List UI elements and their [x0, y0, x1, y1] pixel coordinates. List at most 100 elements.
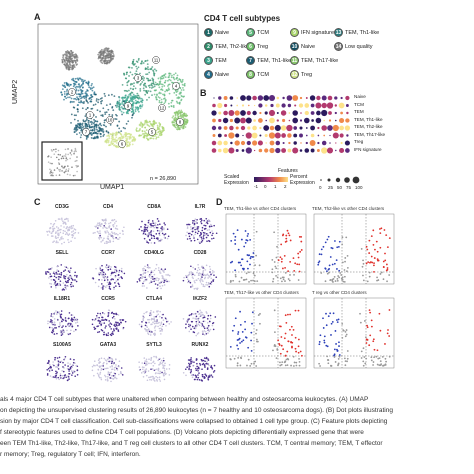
pct-tick: 50: [337, 185, 343, 190]
dot: [344, 125, 351, 131]
cluster-marker: [152, 56, 160, 64]
dot: [300, 112, 302, 114]
dot: [316, 110, 321, 116]
volcano-title: TEM, Th1-like vs other CD4 clusters: [224, 206, 297, 211]
dot: [332, 132, 339, 139]
dot: [334, 96, 338, 100]
umap-n-label: n = 26,890: [150, 176, 177, 182]
dot: [245, 132, 252, 139]
caption-line: r memory; Treg, regulatory T cell; IFN, …: [0, 451, 141, 458]
cluster-number: 8: [179, 120, 182, 125]
dot: [211, 125, 217, 131]
dot: [236, 104, 239, 107]
dot: [339, 133, 344, 138]
feature-umap: [46, 217, 80, 245]
legend-swatch: 2: [204, 42, 213, 51]
caption-line: sion by major CD4 T cell classification.…: [0, 418, 388, 425]
legend-item: 3 TEM: [204, 56, 227, 65]
feature-title: CD3G: [55, 204, 69, 210]
dot: [321, 102, 327, 109]
dot: [230, 104, 233, 107]
legend-item: 8 TCM: [246, 70, 269, 79]
dot: [264, 111, 268, 115]
dotplot-row-label: TEM, Th1-like: [354, 116, 383, 122]
dot: [305, 141, 308, 145]
dot: [329, 142, 331, 144]
dot: [241, 104, 245, 107]
dot: [268, 132, 276, 139]
cluster-number: 5: [151, 130, 154, 135]
cluster-number: 1: [89, 113, 92, 118]
cluster-marker: [86, 111, 94, 119]
dot: [328, 119, 332, 122]
dot: [224, 103, 228, 108]
dot: [235, 133, 240, 138]
legend-label: IFN signature: [301, 29, 335, 36]
dot: [345, 95, 350, 101]
dot: [326, 147, 334, 154]
dot: [292, 95, 299, 101]
dot: [288, 141, 291, 145]
feature-umap: [138, 309, 172, 337]
dot: [345, 148, 350, 153]
dot: [263, 95, 270, 101]
scale-tick: 1: [274, 184, 277, 189]
dot: [287, 103, 292, 108]
dot: [234, 140, 240, 146]
legend-item: 11 TEM, Th17-like: [290, 56, 338, 65]
dot: [274, 132, 281, 139]
cluster-marker: [124, 102, 132, 110]
dot: [326, 102, 334, 109]
dot: [281, 133, 286, 138]
dot: [344, 140, 350, 146]
dot: [259, 111, 262, 115]
dot: [323, 134, 326, 137]
dot: [293, 141, 297, 145]
dot: [315, 102, 322, 109]
dot: [321, 140, 327, 146]
dot: [294, 104, 297, 107]
feature-title: CD40LG: [144, 250, 164, 256]
dot: [246, 110, 251, 116]
cluster-marker: [158, 104, 166, 112]
feature-umap: [182, 356, 216, 382]
panel-label-c: C: [34, 197, 41, 207]
dot: [211, 140, 217, 146]
legend-label: TCM: [257, 29, 269, 36]
dot: [265, 142, 267, 144]
dot-plot: [211, 94, 351, 154]
cluster-number: 4: [175, 84, 178, 89]
dot: [211, 148, 217, 153]
legend-label: Treg: [257, 43, 269, 50]
legend-item: 12 Treg: [290, 70, 312, 79]
dot: [339, 147, 345, 154]
legend-item: 2 TEM, Th2-like: [204, 42, 249, 51]
dot: [234, 117, 241, 124]
cluster-number: 2: [71, 90, 74, 95]
legend-swatch: 14: [334, 42, 343, 51]
dot: [223, 110, 228, 116]
dot: [304, 110, 309, 116]
dot: [217, 102, 223, 109]
dot: [246, 95, 252, 101]
dot: [321, 95, 327, 101]
legend-item: 10 Naive: [290, 42, 315, 51]
cluster-marker: [106, 116, 114, 124]
cluster-number: 12: [160, 106, 165, 111]
dot: [228, 132, 235, 139]
dot: [218, 96, 222, 100]
dot: [269, 117, 275, 124]
dot: [268, 109, 276, 117]
dot: [240, 140, 246, 146]
dot: [242, 134, 244, 137]
cluster-marker: [134, 74, 142, 82]
feature-title: IL18R1: [53, 296, 71, 302]
feature-umap: [91, 356, 124, 383]
dot: [257, 140, 263, 146]
dot: [328, 111, 332, 115]
dot: [253, 104, 256, 107]
legend-swatch: 13: [334, 28, 343, 37]
feature-title: S100A5: [52, 342, 72, 348]
dot: [282, 141, 285, 145]
